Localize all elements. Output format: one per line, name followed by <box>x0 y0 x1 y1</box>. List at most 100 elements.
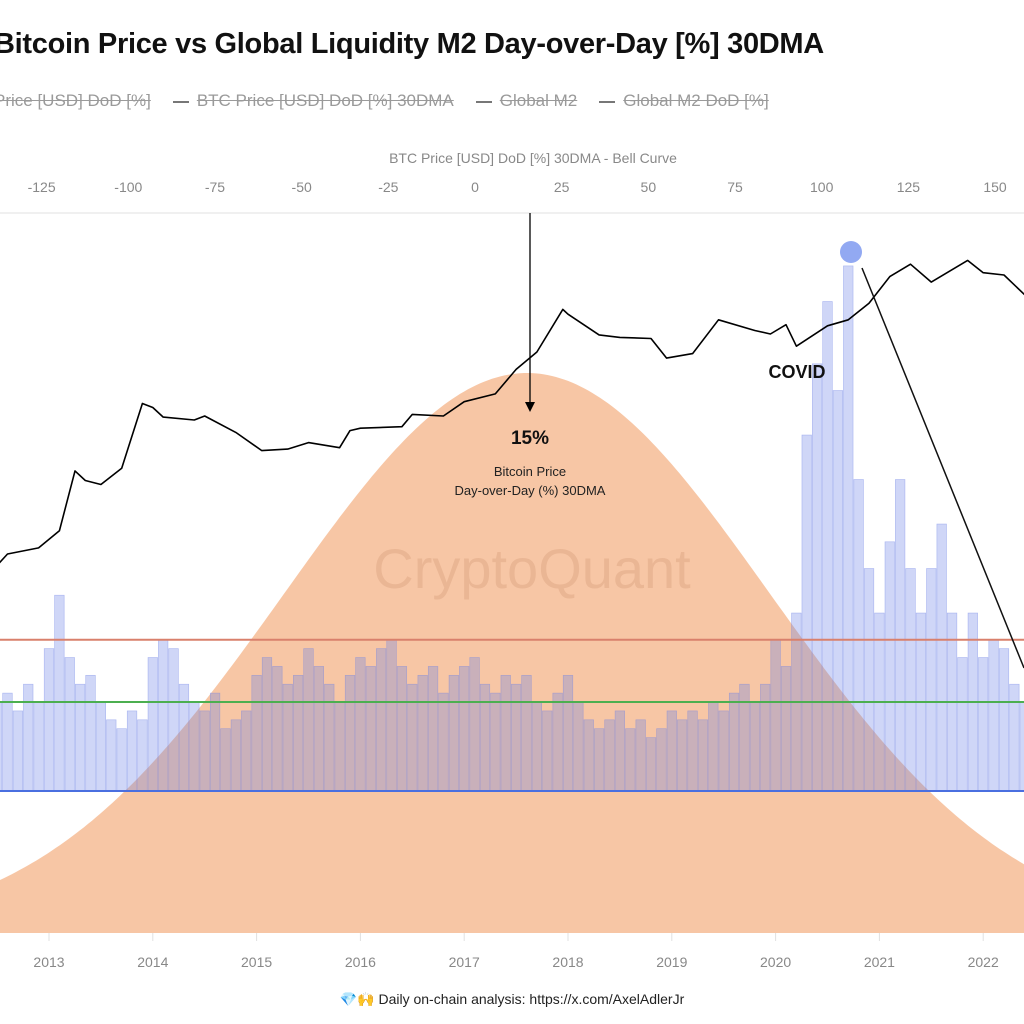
m2-dod-bar <box>604 719 615 792</box>
m2-dod-bar <box>594 728 605 792</box>
m2-dod-bar <box>978 657 989 792</box>
m2-dod-bar <box>33 701 44 792</box>
m2-dod-bar <box>158 639 169 792</box>
m2-dod-bar <box>853 479 864 792</box>
m2-dod-bar <box>178 683 190 792</box>
m2-dod-bar <box>500 674 511 792</box>
m2-dod-bar <box>926 568 937 792</box>
m2-dod-bar <box>324 683 335 792</box>
m2-dod-bar <box>126 710 138 792</box>
m2-dod-bar <box>448 674 459 792</box>
top-axis-tick-label: 50 <box>641 179 657 195</box>
legend-line-icon <box>475 100 492 103</box>
m2-dod-bar <box>749 701 760 792</box>
m2-dod-bar <box>697 719 709 792</box>
m2-dod-bar <box>199 710 210 792</box>
chart-title: Bitcoin Price vs Global Liquidity M2 Day… <box>0 28 824 60</box>
bell-curve-area <box>0 373 1024 933</box>
m2-dod-bar <box>272 666 283 792</box>
legend-label: Global M2 DoD [%] <box>623 91 769 110</box>
m2-dod-bar <box>54 594 65 792</box>
m2-dod-bar <box>801 434 812 792</box>
top-axis-title: BTC Price [USD] DoD [%] 30DMA - Bell Cur… <box>389 150 677 166</box>
m2-dod-bar <box>168 648 179 792</box>
m2-dod-bar <box>95 701 106 792</box>
m2-dod-bar <box>282 683 293 792</box>
m2-dod-bar <box>64 657 75 792</box>
m2-dod-bar <box>334 701 345 792</box>
m2-dod-bar <box>1009 683 1020 792</box>
legend-item[interactable]: Global M2 <box>475 91 599 110</box>
m2-dod-bar <box>780 666 792 792</box>
arrow-head-icon <box>525 402 535 412</box>
peak-caption: Bitcoin Price <box>494 464 566 479</box>
m2-dod-bar <box>469 657 480 792</box>
m2-dod-bar <box>303 648 314 792</box>
m2-dod-bar <box>583 719 594 792</box>
bottom-axis-tick-label: 2014 <box>137 954 168 970</box>
m2-dod-bar <box>12 710 23 792</box>
m2-dod-bar <box>137 719 148 792</box>
top-axis-tick-label: -75 <box>205 179 225 195</box>
m2-dod-bar <box>687 710 698 792</box>
top-axis-tick-label: -50 <box>292 179 312 195</box>
m2-dod-bar <box>625 728 636 792</box>
legend-line-icon <box>599 100 616 103</box>
m2-dod-bar <box>241 710 252 792</box>
m2-dod-bar <box>656 728 667 792</box>
m2-peak-marker <box>840 241 862 263</box>
legend-item[interactable]: BTC Price [USD] DoD [%] 30DMA <box>172 91 476 110</box>
m2-dod-bar <box>863 568 875 792</box>
top-axis-tick-label: 0 <box>471 179 479 195</box>
bottom-axis-tick-label: 2020 <box>760 954 791 970</box>
footer-credit[interactable]: 💎🙌 Daily on-chain analysis: https://x.co… <box>339 991 685 1007</box>
legend-item[interactable]: Global M2 DoD [%] <box>599 91 791 110</box>
m2-dod-bar <box>552 692 563 792</box>
m2-dod-bar <box>531 701 542 792</box>
m2-dod-bar <box>510 683 522 792</box>
m2-dod-bar <box>313 666 324 792</box>
legend: Price [USD] DoD [%] BTC Price [USD] DoD [… <box>0 91 791 111</box>
m2-dod-bar <box>542 710 553 792</box>
m2-dod-bar <box>905 568 916 792</box>
m2-dod-bar <box>261 657 273 792</box>
m2-dod-bar <box>147 657 158 792</box>
m2-dod-bar <box>365 666 376 792</box>
peak-value-label: 15% <box>511 428 549 449</box>
m2-dod-bar <box>843 265 854 792</box>
m2-dod-bar <box>718 710 729 792</box>
m2-dod-bar <box>396 666 408 792</box>
m2-dod-bar <box>884 541 895 792</box>
m2-dod-bar <box>998 648 1010 792</box>
top-axis-tick-label: -25 <box>378 179 398 195</box>
m2-dod-bar <box>614 710 625 792</box>
m2-dod-bar <box>521 674 532 792</box>
m2-dod-bar <box>0 701 3 792</box>
m2-dod-bar <box>116 728 127 792</box>
top-axis-tick-label: 25 <box>554 179 570 195</box>
m2-dod-bar <box>739 683 750 792</box>
top-axis-tick-label: 100 <box>810 179 834 195</box>
m2-dod-bar <box>209 692 221 792</box>
legend-item[interactable]: Price [USD] DoD [%] <box>0 91 173 110</box>
top-axis-tick-label: -100 <box>114 179 142 195</box>
bottom-axis-tick-label: 2021 <box>864 954 895 970</box>
m2-dod-bar <box>75 683 86 792</box>
m2-dod-bar <box>677 719 688 792</box>
bottom-axis-tick-label: 2019 <box>656 954 687 970</box>
m2-dod-bar <box>936 523 947 792</box>
watermark-logo: CryptoQuant <box>373 537 691 600</box>
m2-dod-bar <box>832 390 843 792</box>
m2-dod-bar <box>85 674 96 792</box>
bottom-axis-tick-label: 2013 <box>33 954 64 970</box>
legend-label: Global M2 <box>499 91 578 110</box>
peak-caption: Day-over-Day (%) 30DMA <box>455 483 606 498</box>
m2-dod-bar <box>376 648 387 792</box>
m2-dod-bar <box>427 666 439 792</box>
m2-dod-bar <box>490 692 501 792</box>
m2-dod-bar <box>957 657 968 792</box>
m2-dod-bar <box>1019 701 1024 792</box>
m2-dod-bar <box>760 683 771 792</box>
covid-label: COVID <box>768 362 825 382</box>
